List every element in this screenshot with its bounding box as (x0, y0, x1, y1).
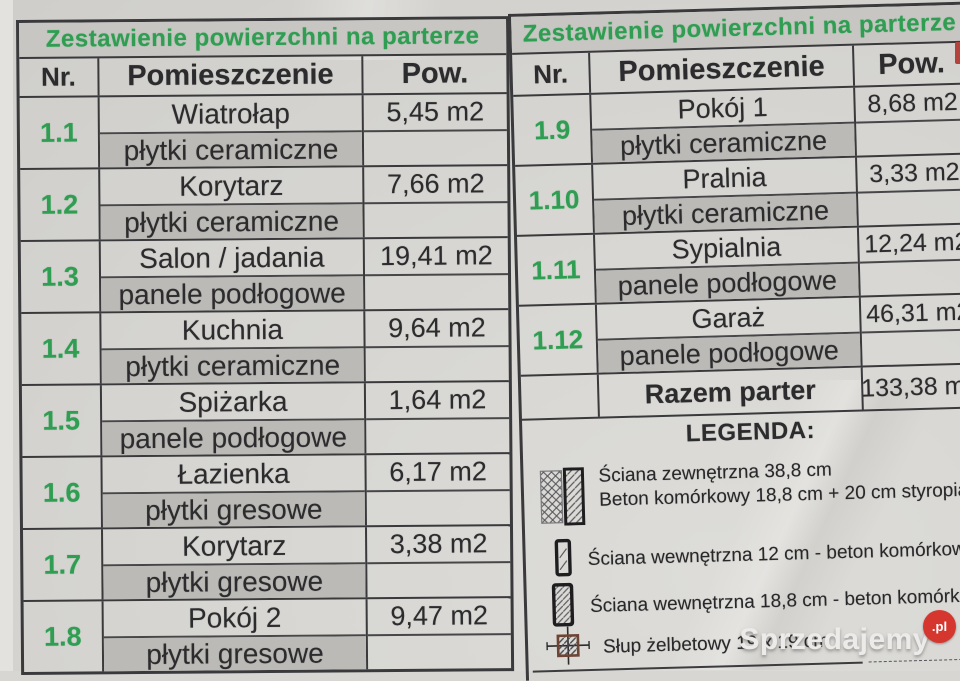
empty-cell (858, 191, 960, 226)
row-number: 1.9 (513, 95, 593, 165)
row-number: 1.1 (20, 97, 101, 168)
empty-cell (367, 563, 510, 597)
room-area: 7,66 m2 (364, 166, 507, 204)
col-header-area: Pow. (854, 43, 960, 86)
table-row: 1.1 Wiatrołap płytki ceramiczne 5,45 m2 (20, 94, 508, 168)
empty-cell (862, 330, 960, 365)
room-name: Łazienka (102, 455, 364, 494)
row-number: 1.4 (21, 313, 102, 384)
total-area: 133,38 m2 (863, 364, 960, 409)
legend-text-line: Ściana wewnętrzna 18,8 cm - beton komórk… (590, 584, 960, 619)
area-table-right: Zestawienie powierzchni na parterze Nr. … (508, 2, 960, 681)
room-area: 19,41 m2 (365, 238, 508, 276)
empty-cell (368, 635, 511, 669)
col-header-nr: Nr. (512, 53, 591, 95)
room-area: 6,17 m2 (366, 454, 509, 492)
area-table-left: Zestawienie powierzchni na parterze Nr. … (16, 16, 514, 675)
table-row: 1.6 Łazienka płytki gresowe 6,17 m2 (22, 452, 510, 528)
room-name: Salon / jadania (101, 239, 363, 278)
internal-wall-12cm-icon (553, 537, 575, 583)
table-row: 1.3 Salon / jadania panele podłogowe 19,… (21, 236, 509, 312)
table-header-row: Nr. Pomieszczenie Pow. (19, 55, 506, 98)
room-area: 46,31 m2 (861, 294, 960, 333)
room-name: Pokój 2 (104, 599, 366, 638)
room-area: 12,24 m2 (859, 225, 960, 264)
red-mark (955, 42, 960, 64)
room-name: Spiżarka (102, 383, 364, 422)
row-number: 1.11 (517, 235, 597, 305)
empty-cell (856, 121, 960, 156)
table-row: 1.11 Sypialnia panele podłogowe 12,24 m2 (517, 223, 960, 305)
room-area: 1,64 m2 (366, 382, 509, 420)
room-area: 9,47 m2 (368, 598, 511, 636)
room-material: panele podłogowe (102, 420, 364, 455)
col-header-room: Pomieszczenie (99, 56, 363, 95)
watermark-pl-badge: .pl (923, 610, 956, 643)
row-number: 1.10 (515, 165, 595, 235)
table-row: 1.7 Korytarz płytki gresowe 3,38 m2 (23, 524, 511, 600)
col-header-area: Pow. (363, 55, 506, 93)
empty-cell (521, 375, 600, 419)
rc-column-icon (546, 625, 591, 671)
table-row: 1.5 Spiżarka panele podłogowe 1,64 m2 (22, 380, 510, 456)
legend-item-external-wall: Ściana zewnętrzna 38,8 cm Beton komórkow… (539, 454, 960, 531)
row-number: 1.2 (20, 169, 101, 240)
room-material: płytki ceramiczne (100, 132, 362, 167)
table-body: 1.1 Wiatrołap płytki ceramiczne 5,45 m2 … (20, 94, 511, 672)
room-material: płytki gresowe (103, 492, 365, 527)
table-title: Zestawienie powierzchni na parterze (19, 19, 506, 59)
room-area: 3,33 m2 (857, 155, 960, 194)
room-material: płytki ceramiczne (100, 204, 362, 239)
watermark: Sprzedajemy .pl (739, 623, 930, 657)
row-number: 1.7 (23, 529, 104, 600)
total-label: Razem parter (599, 368, 864, 417)
table-row: 1.8 Pokój 2 płytki gresowe 9,47 m2 (24, 596, 512, 672)
room-area: 5,45 m2 (364, 94, 507, 132)
empty-cell (367, 491, 510, 525)
empty-cell (364, 131, 507, 165)
room-name: Wiatrołap (100, 95, 362, 134)
table-body: 1.9 Pokój 1 płytki ceramiczne 8,68 m2 1.… (513, 85, 960, 375)
room-area: 8,68 m2 (855, 85, 960, 124)
table-row: 1.10 Pralnia płytki ceramiczne 3,33 m2 (515, 153, 960, 235)
room-material: płytki gresowe (104, 636, 366, 671)
row-number: 1.3 (21, 241, 102, 312)
row-number: 1.8 (24, 601, 105, 672)
empty-cell (365, 275, 508, 309)
room-area: 3,38 m2 (367, 526, 510, 564)
external-wall-icon (539, 467, 587, 531)
room-area: 9,64 m2 (365, 310, 508, 348)
table-row: 1.9 Pokój 1 płytki ceramiczne 8,68 m2 (513, 85, 960, 165)
room-name: Kuchnia (101, 311, 363, 350)
row-number: 1.12 (519, 305, 599, 375)
empty-cell (366, 347, 509, 381)
legend-text-line: Ściana wewnętrzna 12 cm - beton komórkow… (587, 537, 960, 571)
watermark-text: Sprzedajemy (739, 623, 930, 656)
legend-text-line: Ściana zewnętrzna 38,8 cm (598, 459, 832, 486)
table-row: 1.2 Korytarz płytki ceramiczne 7,66 m2 (20, 164, 508, 240)
row-number: 1.6 (22, 457, 103, 528)
row-number: 1.5 (22, 385, 103, 456)
table-row: 1.4 Kuchnia płytki ceramiczne 9,64 m2 (21, 308, 509, 384)
room-name: Korytarz (103, 527, 365, 566)
empty-cell (860, 260, 960, 295)
col-header-nr: Nr. (19, 58, 99, 96)
col-header-room: Pomieszczenie (590, 46, 855, 93)
room-material: płytki gresowe (103, 564, 365, 599)
empty-cell (364, 203, 507, 237)
room-name: Korytarz (100, 167, 362, 206)
paper-edge (0, 0, 13, 671)
table-row: 1.12 Garaż panele podłogowe 46,31 m2 (519, 292, 960, 374)
room-material: panele podłogowe (101, 276, 363, 311)
empty-cell (366, 419, 509, 453)
room-material: płytki ceramiczne (102, 348, 364, 383)
